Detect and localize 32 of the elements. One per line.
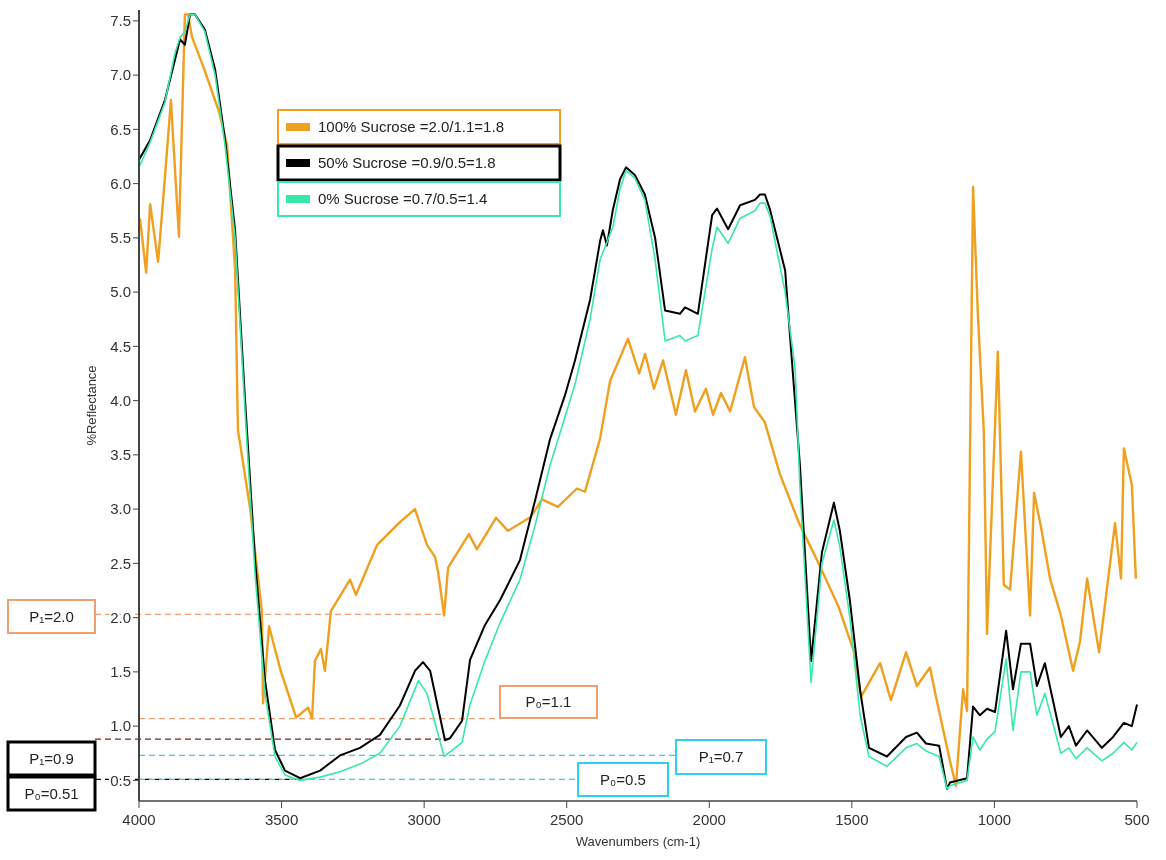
x-tick-label: 2000 xyxy=(692,811,726,828)
ref-line-label: P₁=0.7 xyxy=(698,748,744,766)
y-tick-label: 4.0 xyxy=(110,391,131,409)
ref-line-label: P₀=1.1 xyxy=(525,693,572,711)
x-tick-label: 2500 xyxy=(550,811,584,828)
ref-line-label: P₁=0.9 xyxy=(29,749,74,767)
x-tick-label: 1000 xyxy=(977,811,1012,828)
y-tick-label: 6.0 xyxy=(110,174,131,192)
x-tick-label: 1500 xyxy=(835,811,869,828)
y-tick-label: 3.0 xyxy=(110,500,131,518)
y-tick-label: 5.0 xyxy=(110,283,131,301)
y-tick-label: 1.0 xyxy=(110,717,131,735)
y-tick-label: 7.0 xyxy=(110,66,131,84)
x-tick-label: 500 xyxy=(1124,811,1150,828)
y-axis-title: %Reflectance xyxy=(84,365,99,446)
ref-line-label: P₁=2.0 xyxy=(29,607,74,625)
y-tick-label: 6.5 xyxy=(110,120,131,138)
x-axis-title: Wavenumbers (cm-1) xyxy=(575,834,701,849)
legend-label: 50% Sucrose =0.9/0.5=1.8 xyxy=(318,154,496,172)
y-tick-label: 2.5 xyxy=(110,554,131,572)
x-tick-label: 3500 xyxy=(264,811,299,828)
x-tick-label: 4000 xyxy=(122,811,156,828)
ref-line-label: P₀=0.5 xyxy=(600,770,646,788)
y-tick-label: 1.5 xyxy=(110,663,131,681)
y-tick-label: 7.5 xyxy=(110,12,131,30)
y-tick-label: 4.5 xyxy=(110,337,131,355)
ref-line-label: P₀=0.51 xyxy=(24,784,79,802)
legend-label: 100% Sucrose =2.0/1.1=1.8 xyxy=(318,118,504,136)
legend-label: 0% Sucrose =0.7/0.5=1.4 xyxy=(318,190,488,208)
y-tick-label: 5.5 xyxy=(110,229,131,247)
x-tick-label: 3000 xyxy=(407,811,441,828)
y-tick-label: 3.5 xyxy=(110,446,131,464)
